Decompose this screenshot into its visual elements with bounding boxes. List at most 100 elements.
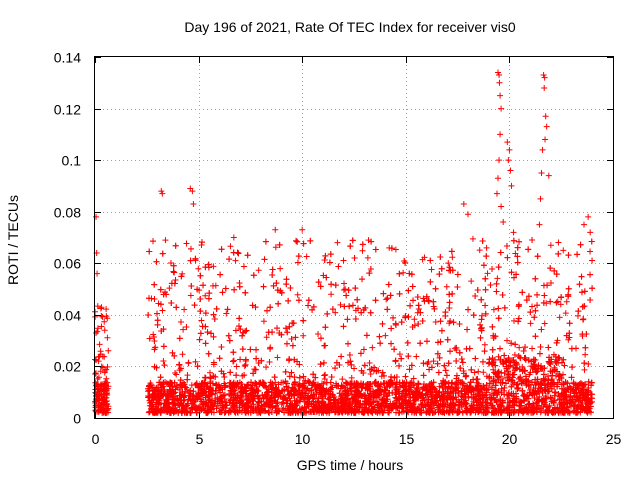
data-point bbox=[446, 267, 453, 274]
data-point bbox=[172, 242, 179, 249]
data-point bbox=[160, 326, 167, 333]
data-point bbox=[285, 297, 292, 304]
data-point bbox=[300, 317, 307, 324]
data-point bbox=[207, 374, 214, 381]
data-point bbox=[540, 299, 547, 306]
data-point bbox=[366, 359, 373, 366]
data-point bbox=[296, 374, 303, 381]
data-point bbox=[232, 327, 239, 334]
data-point bbox=[221, 373, 228, 380]
data-point bbox=[490, 306, 497, 313]
data-point bbox=[410, 375, 417, 382]
data-point bbox=[410, 394, 417, 401]
data-point bbox=[252, 304, 259, 311]
data-point bbox=[489, 346, 496, 353]
data-point bbox=[235, 323, 242, 330]
data-point bbox=[230, 400, 237, 407]
data-point bbox=[547, 279, 554, 286]
data-point bbox=[325, 390, 332, 397]
data-point bbox=[101, 318, 108, 325]
data-point bbox=[553, 359, 560, 366]
data-point bbox=[415, 302, 422, 309]
data-point bbox=[150, 396, 157, 403]
data-point bbox=[242, 356, 249, 363]
data-point bbox=[477, 334, 484, 341]
data-point bbox=[417, 309, 424, 316]
data-point bbox=[508, 340, 515, 347]
data-point bbox=[492, 370, 499, 377]
data-point bbox=[362, 304, 369, 311]
data-point bbox=[288, 335, 295, 342]
data-point bbox=[196, 336, 203, 343]
data-point bbox=[380, 391, 387, 398]
data-point bbox=[371, 380, 378, 387]
data-point bbox=[459, 359, 466, 366]
data-point bbox=[197, 295, 204, 302]
data-point bbox=[525, 395, 532, 402]
data-point bbox=[478, 296, 485, 303]
data-point bbox=[384, 295, 391, 302]
data-point bbox=[358, 384, 365, 391]
data-point bbox=[558, 359, 565, 366]
data-point bbox=[583, 389, 590, 396]
data-point bbox=[157, 374, 164, 381]
data-point bbox=[310, 401, 317, 408]
data-point bbox=[474, 286, 481, 293]
data-point bbox=[185, 359, 192, 366]
data-point bbox=[323, 379, 330, 386]
data-point bbox=[296, 405, 303, 412]
data-point bbox=[388, 325, 395, 332]
data-point bbox=[554, 298, 561, 305]
data-point bbox=[340, 323, 347, 330]
data-point bbox=[588, 382, 595, 389]
data-point bbox=[406, 366, 413, 373]
data-point bbox=[589, 285, 596, 292]
data-point bbox=[460, 368, 467, 375]
data-point bbox=[553, 357, 560, 364]
data-point bbox=[332, 309, 339, 316]
data-point bbox=[92, 356, 99, 363]
data-point bbox=[188, 282, 195, 289]
data-point bbox=[294, 259, 301, 266]
data-point bbox=[333, 359, 340, 366]
data-point bbox=[145, 311, 152, 318]
data-point bbox=[151, 338, 158, 345]
data-point bbox=[260, 318, 267, 325]
data-point bbox=[444, 399, 451, 406]
data-point bbox=[184, 376, 191, 383]
data-point bbox=[332, 282, 339, 289]
data-point bbox=[512, 364, 519, 371]
data-point bbox=[210, 263, 217, 270]
data-point bbox=[489, 265, 496, 272]
data-point bbox=[400, 269, 407, 276]
data-point bbox=[270, 385, 277, 392]
data-point bbox=[283, 340, 290, 347]
data-point bbox=[555, 250, 562, 257]
data-point bbox=[529, 345, 536, 352]
data-point bbox=[579, 333, 586, 340]
data-point bbox=[300, 380, 307, 387]
data-point bbox=[367, 309, 374, 316]
data-point bbox=[243, 327, 250, 334]
data-point bbox=[197, 308, 204, 315]
chart-title: Day 196 of 2021, Rate Of TEC Index for r… bbox=[184, 19, 515, 35]
data-point bbox=[390, 314, 397, 321]
data-point bbox=[232, 409, 239, 416]
data-point bbox=[379, 369, 386, 376]
data-point bbox=[209, 282, 216, 289]
data-point bbox=[536, 350, 543, 357]
data-point bbox=[286, 373, 293, 380]
data-point bbox=[312, 374, 319, 381]
data-point bbox=[104, 392, 111, 399]
data-point bbox=[363, 332, 370, 339]
data-point bbox=[484, 270, 491, 277]
data-point bbox=[574, 251, 581, 258]
data-point bbox=[191, 302, 198, 309]
data-point bbox=[202, 292, 209, 299]
data-point bbox=[580, 386, 587, 393]
data-point bbox=[513, 271, 520, 278]
data-point bbox=[464, 326, 471, 333]
data-point bbox=[405, 287, 412, 294]
data-point bbox=[227, 243, 234, 250]
data-point bbox=[198, 241, 205, 248]
